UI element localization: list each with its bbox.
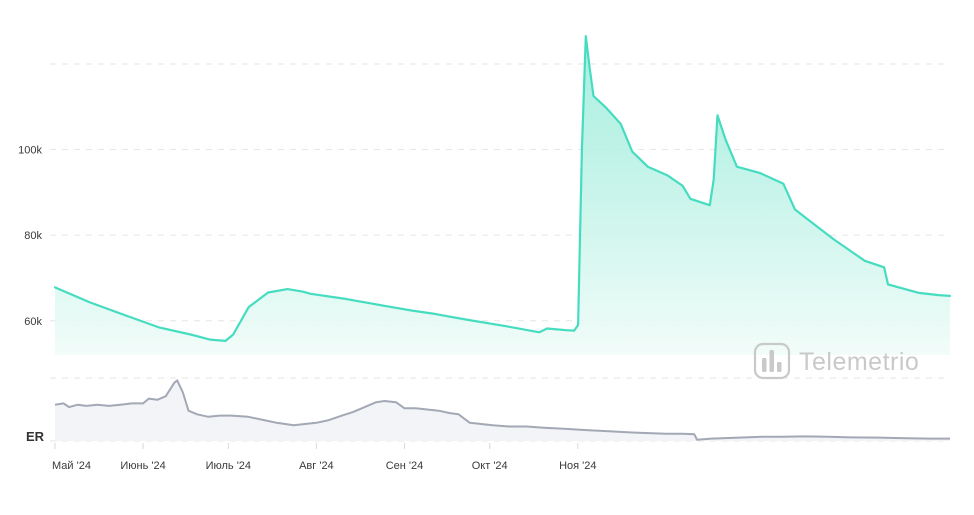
x-tick-label: Окт '24 bbox=[472, 460, 508, 472]
x-tick-label: Ноя '24 bbox=[559, 460, 596, 472]
x-tick-label: Авг '24 bbox=[299, 460, 334, 472]
x-tick-label: Июль '24 bbox=[206, 460, 251, 472]
y-tick-label: 80k bbox=[24, 230, 42, 242]
er-area bbox=[55, 380, 950, 441]
subscribers-area bbox=[55, 36, 950, 355]
subscribers-line bbox=[53, 35, 952, 342]
y-tick-label: 100k bbox=[18, 145, 42, 157]
x-tick-label: Сен '24 bbox=[386, 460, 424, 472]
subscribers-series bbox=[53, 35, 952, 355]
bar-chart-icon bbox=[753, 342, 791, 380]
y-axis-ticks: 60k 80k 100k bbox=[18, 145, 42, 328]
er-series bbox=[54, 379, 950, 441]
er-line bbox=[54, 379, 950, 441]
x-axis-ticks: Май '24 Июнь '24 Июль '24 Авг '24 Сен '24 Окт… bbox=[52, 443, 597, 472]
y-tick-label: 60k bbox=[24, 316, 42, 328]
telemetrio-watermark: Telemetrio bbox=[753, 342, 919, 380]
er-axis-label: ER bbox=[26, 429, 45, 444]
watermark-text: Telemetrio bbox=[799, 348, 919, 376]
x-tick-label: Июнь '24 bbox=[120, 460, 165, 472]
x-tick-label: Май '24 bbox=[52, 460, 91, 472]
